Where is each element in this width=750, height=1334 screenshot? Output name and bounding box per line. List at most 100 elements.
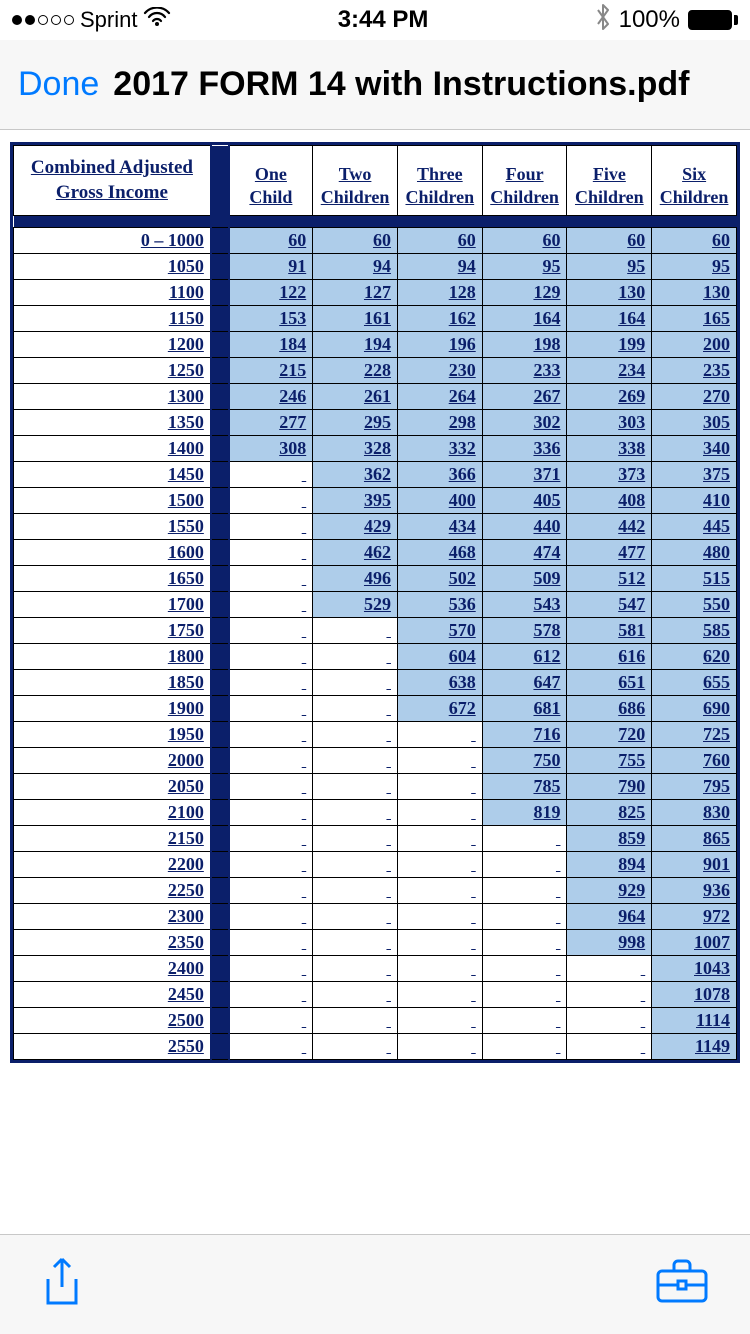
income-cell[interactable]: 2450 — [14, 982, 211, 1008]
value-cell[interactable]: 468 — [397, 540, 482, 566]
value-cell[interactable]: 122 — [229, 280, 313, 306]
value-cell[interactable]: 1114 — [652, 1008, 737, 1034]
value-cell[interactable]: 60 — [482, 228, 567, 254]
value-cell[interactable]: 127 — [313, 280, 398, 306]
value-cell[interactable]: 502 — [397, 566, 482, 592]
value-cell[interactable]: 230 — [397, 358, 482, 384]
value-cell[interactable]: 228 — [313, 358, 398, 384]
share-button[interactable] — [40, 1255, 84, 1314]
value-cell[interactable]: 161 — [313, 306, 398, 332]
value-cell[interactable]: 529 — [313, 592, 398, 618]
value-cell[interactable]: 462 — [313, 540, 398, 566]
value-cell[interactable]: 60 — [397, 228, 482, 254]
income-cell[interactable]: 2100 — [14, 800, 211, 826]
value-cell[interactable]: 233 — [482, 358, 567, 384]
column-header[interactable]: SixChildren — [652, 146, 737, 216]
value-cell[interactable]: 651 — [567, 670, 652, 696]
income-cell[interactable]: 1800 — [14, 644, 211, 670]
income-cell[interactable]: 2400 — [14, 956, 211, 982]
value-cell[interactable]: 94 — [313, 254, 398, 280]
value-cell[interactable]: 128 — [397, 280, 482, 306]
value-cell[interactable]: 434 — [397, 514, 482, 540]
value-cell[interactable]: 395 — [313, 488, 398, 514]
value-cell[interactable]: 60 — [229, 228, 313, 254]
column-header[interactable]: TwoChildren — [313, 146, 398, 216]
value-cell[interactable]: 964 — [567, 904, 652, 930]
value-cell[interactable]: 901 — [652, 852, 737, 878]
income-cell[interactable]: 1650 — [14, 566, 211, 592]
value-cell[interactable]: 509 — [482, 566, 567, 592]
value-cell[interactable]: 277 — [229, 410, 313, 436]
value-cell[interactable]: 94 — [397, 254, 482, 280]
value-cell[interactable]: 825 — [567, 800, 652, 826]
value-cell[interactable]: 929 — [567, 878, 652, 904]
value-cell[interactable]: 60 — [567, 228, 652, 254]
value-cell[interactable]: 267 — [482, 384, 567, 410]
value-cell[interactable]: 338 — [567, 436, 652, 462]
value-cell[interactable]: 785 — [482, 774, 567, 800]
value-cell[interactable]: 578 — [482, 618, 567, 644]
value-cell[interactable]: 612 — [482, 644, 567, 670]
value-cell[interactable]: 894 — [567, 852, 652, 878]
value-cell[interactable]: 194 — [313, 332, 398, 358]
column-header[interactable]: ThreeChildren — [397, 146, 482, 216]
value-cell[interactable]: 308 — [229, 436, 313, 462]
value-cell[interactable]: 362 — [313, 462, 398, 488]
income-cell[interactable]: 1600 — [14, 540, 211, 566]
income-cell[interactable]: 1400 — [14, 436, 211, 462]
value-cell[interactable]: 686 — [567, 696, 652, 722]
value-cell[interactable]: 410 — [652, 488, 737, 514]
value-cell[interactable]: 936 — [652, 878, 737, 904]
value-cell[interactable]: 474 — [482, 540, 567, 566]
value-cell[interactable]: 130 — [567, 280, 652, 306]
value-cell[interactable]: 672 — [397, 696, 482, 722]
value-cell[interactable]: 716 — [482, 722, 567, 748]
value-cell[interactable]: 235 — [652, 358, 737, 384]
income-cell[interactable]: 1950 — [14, 722, 211, 748]
column-header[interactable]: FiveChildren — [567, 146, 652, 216]
income-cell[interactable]: 2200 — [14, 852, 211, 878]
value-cell[interactable]: 295 — [313, 410, 398, 436]
value-cell[interactable]: 720 — [567, 722, 652, 748]
value-cell[interactable]: 405 — [482, 488, 567, 514]
income-cell[interactable]: 1150 — [14, 306, 211, 332]
value-cell[interactable]: 270 — [652, 384, 737, 410]
income-cell[interactable]: 1900 — [14, 696, 211, 722]
income-cell[interactable]: 1750 — [14, 618, 211, 644]
value-cell[interactable]: 302 — [482, 410, 567, 436]
value-cell[interactable]: 830 — [652, 800, 737, 826]
value-cell[interactable]: 581 — [567, 618, 652, 644]
value-cell[interactable]: 620 — [652, 644, 737, 670]
value-cell[interactable]: 165 — [652, 306, 737, 332]
value-cell[interactable]: 269 — [567, 384, 652, 410]
value-cell[interactable]: 859 — [567, 826, 652, 852]
value-cell[interactable]: 91 — [229, 254, 313, 280]
value-cell[interactable]: 162 — [397, 306, 482, 332]
value-cell[interactable]: 95 — [482, 254, 567, 280]
value-cell[interactable]: 681 — [482, 696, 567, 722]
income-cell[interactable]: 2500 — [14, 1008, 211, 1034]
value-cell[interactable]: 60 — [313, 228, 398, 254]
income-cell[interactable]: 1700 — [14, 592, 211, 618]
value-cell[interactable]: 1043 — [652, 956, 737, 982]
value-cell[interactable]: 585 — [652, 618, 737, 644]
value-cell[interactable]: 550 — [652, 592, 737, 618]
income-cell[interactable]: 1450 — [14, 462, 211, 488]
value-cell[interactable]: 445 — [652, 514, 737, 540]
value-cell[interactable]: 760 — [652, 748, 737, 774]
value-cell[interactable]: 440 — [482, 514, 567, 540]
value-cell[interactable]: 512 — [567, 566, 652, 592]
value-cell[interactable]: 328 — [313, 436, 398, 462]
value-cell[interactable]: 305 — [652, 410, 737, 436]
income-cell[interactable]: 0 – 1000 — [14, 228, 211, 254]
value-cell[interactable]: 536 — [397, 592, 482, 618]
value-cell[interactable]: 429 — [313, 514, 398, 540]
value-cell[interactable]: 819 — [482, 800, 567, 826]
value-cell[interactable]: 972 — [652, 904, 737, 930]
income-header[interactable]: Combined AdjustedGross Income — [14, 146, 211, 216]
value-cell[interactable]: 164 — [567, 306, 652, 332]
income-cell[interactable]: 2250 — [14, 878, 211, 904]
value-cell[interactable]: 1007 — [652, 930, 737, 956]
income-cell[interactable]: 2150 — [14, 826, 211, 852]
value-cell[interactable]: 332 — [397, 436, 482, 462]
